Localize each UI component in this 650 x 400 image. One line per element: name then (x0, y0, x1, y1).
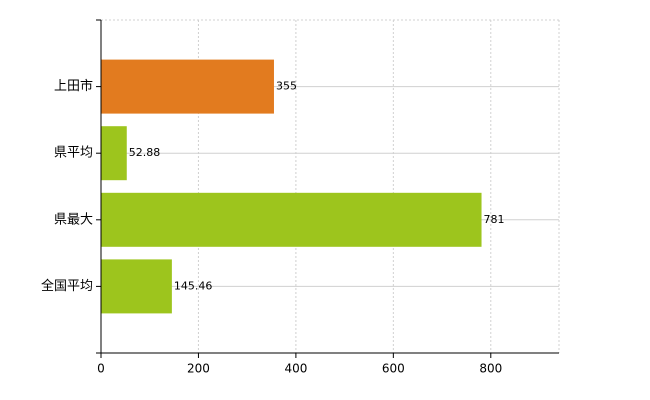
data-label: 145.46 (174, 279, 213, 292)
bar (101, 59, 274, 114)
x-tick-label: 800 (479, 362, 502, 376)
y-tick-label: 全国平均 (41, 278, 93, 294)
x-tick-label: 600 (382, 362, 405, 376)
bar (101, 192, 482, 247)
x-tick-label: 400 (284, 362, 307, 376)
x-tick-label: 200 (187, 362, 210, 376)
y-tick-label: 上田市 (54, 78, 93, 94)
data-label: 355 (276, 80, 297, 93)
x-tick-label: 0 (97, 362, 105, 376)
y-tick-label: 県平均 (54, 146, 93, 161)
y-tick-label: 県最大 (54, 212, 93, 227)
bar (101, 259, 172, 314)
data-label: 52.88 (129, 146, 161, 159)
bar (101, 126, 127, 181)
data-label: 781 (484, 213, 505, 226)
